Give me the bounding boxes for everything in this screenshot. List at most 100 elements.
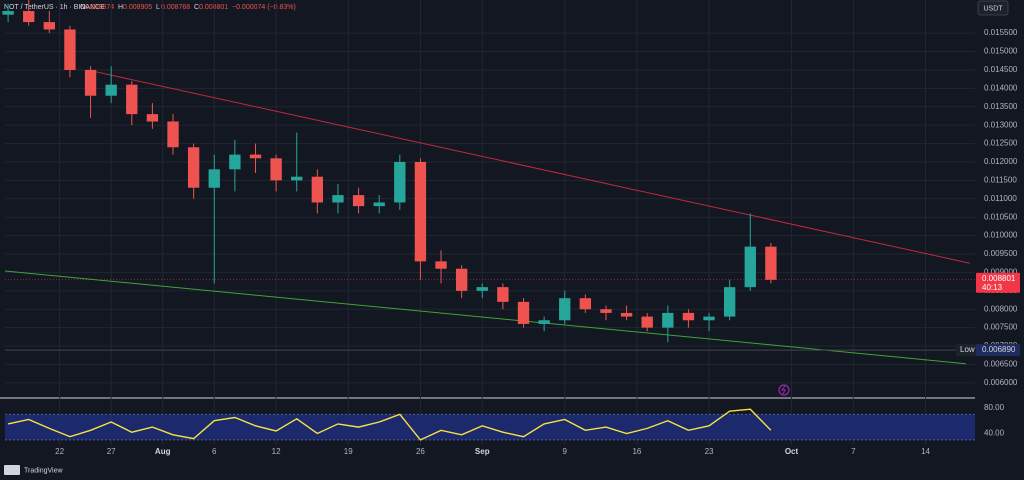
x-tick-label: 27 bbox=[107, 447, 116, 456]
candle-body bbox=[703, 316, 715, 321]
ohlc-value: 0.008801 bbox=[199, 4, 228, 11]
x-tick-label: 9 bbox=[563, 447, 568, 456]
trendline bbox=[87, 69, 970, 264]
x-tick-label: 22 bbox=[55, 447, 64, 456]
x-tick-label: 14 bbox=[921, 447, 930, 456]
y-tick-label: 0.015500 bbox=[984, 28, 1018, 37]
candle-body bbox=[43, 22, 55, 30]
candle-body bbox=[291, 176, 303, 181]
y-tick-label: 0.006500 bbox=[984, 360, 1018, 369]
ohlc-key: H bbox=[118, 4, 123, 11]
low-name: Low bbox=[960, 345, 975, 354]
x-tick-label: 16 bbox=[632, 447, 641, 456]
candle-body bbox=[723, 287, 736, 317]
candle-body bbox=[311, 176, 324, 203]
candle-body bbox=[435, 261, 447, 269]
header: NOT / TetherUS · 1h · BINANCE O 0.008874 H… bbox=[4, 4, 296, 11]
candle-body bbox=[105, 84, 117, 96]
indicator-line bbox=[7, 408, 772, 441]
candle-body bbox=[394, 161, 406, 203]
candle-body bbox=[208, 169, 220, 188]
candle-body bbox=[455, 268, 468, 291]
currency-box[interactable] bbox=[977, 0, 1009, 16]
ohlc-key: O bbox=[80, 4, 86, 11]
y-tick-label: 0.007500 bbox=[984, 323, 1018, 332]
candle-body bbox=[641, 316, 653, 328]
candle-body bbox=[64, 29, 76, 70]
candle-body bbox=[765, 246, 777, 280]
price-label: 0.008801 bbox=[982, 274, 1016, 283]
ohlc-key: C bbox=[194, 4, 199, 11]
candle-body bbox=[559, 298, 571, 321]
candle-body bbox=[579, 298, 592, 310]
ohlc-key: L bbox=[156, 4, 160, 11]
logo bbox=[4, 465, 20, 475]
candle-body bbox=[538, 320, 550, 324]
y-tick-label: 0.006000 bbox=[984, 378, 1018, 387]
alert-bolt bbox=[781, 385, 786, 395]
y-tick-label: 0.015000 bbox=[984, 47, 1018, 56]
candle-body bbox=[662, 312, 674, 328]
branding: TradingView bbox=[24, 467, 63, 474]
indicator-band bbox=[5, 414, 975, 440]
candle-body bbox=[373, 202, 385, 207]
y-tick-label: 0.012000 bbox=[984, 157, 1018, 166]
indicator-tick-label: 80.00 bbox=[984, 403, 1005, 412]
x-tick-label: 19 bbox=[344, 447, 353, 456]
y-tick-label: 0.010000 bbox=[984, 231, 1018, 240]
x-tick-label: Aug bbox=[155, 447, 171, 456]
change: −0.000074 (−0.83%) bbox=[232, 4, 296, 11]
price-badge bbox=[976, 272, 1020, 293]
ohlc-value: 0.008874 bbox=[85, 4, 114, 11]
candle-body bbox=[476, 287, 488, 291]
low-badge bbox=[976, 344, 1020, 357]
x-tick-label: 6 bbox=[212, 447, 217, 456]
y-tick-label: 0.009000 bbox=[984, 268, 1018, 277]
ohlc-value: 0.008905 bbox=[123, 4, 152, 11]
trendline bbox=[4, 270, 966, 365]
symbol: NOT / TetherUS · 1h · BINANCE bbox=[4, 4, 105, 11]
y-tick-label: 0.011000 bbox=[984, 194, 1017, 203]
candle-body bbox=[146, 114, 159, 122]
candle-body bbox=[352, 195, 365, 207]
low-label: 0.006890 bbox=[982, 345, 1016, 354]
alert-icon[interactable] bbox=[778, 384, 790, 396]
candle-body bbox=[600, 309, 612, 313]
low-badge-name bbox=[956, 344, 976, 357]
y-tick-label: 0.014500 bbox=[984, 65, 1018, 74]
y-tick-label: 0.010500 bbox=[984, 212, 1018, 221]
candle-body bbox=[517, 301, 530, 324]
ohlc-value: 0.008768 bbox=[161, 4, 190, 11]
y-tick-label: 0.009500 bbox=[984, 249, 1018, 258]
candle-body bbox=[497, 287, 509, 302]
candle-body bbox=[744, 246, 756, 288]
x-tick-label: 12 bbox=[272, 447, 281, 456]
x-tick-label: 26 bbox=[416, 447, 425, 456]
x-tick-label: Oct bbox=[785, 447, 799, 456]
candle-body bbox=[84, 69, 97, 96]
candle-body bbox=[332, 195, 344, 203]
indicator-tick-label: 40.00 bbox=[984, 429, 1005, 438]
x-tick-label: 23 bbox=[705, 447, 714, 456]
y-tick-label: 0.008000 bbox=[984, 304, 1018, 313]
y-tick-label: 0.014000 bbox=[984, 83, 1018, 92]
y-tick-label: 0.013000 bbox=[984, 120, 1018, 129]
candle-body bbox=[270, 158, 282, 181]
countdown: 40:13 bbox=[982, 283, 1003, 292]
currency[interactable]: USDT bbox=[983, 5, 1003, 12]
x-tick-label: 7 bbox=[851, 447, 856, 456]
x-tick-label: Sep bbox=[475, 447, 490, 456]
candle-body bbox=[126, 84, 138, 115]
candle-body bbox=[2, 11, 14, 15]
candle-body bbox=[682, 312, 695, 321]
candle-body bbox=[23, 11, 35, 23]
candle-body bbox=[229, 154, 241, 170]
y-tick-label: 0.012500 bbox=[984, 139, 1018, 148]
candle-body bbox=[620, 312, 633, 317]
candle-body bbox=[167, 121, 179, 148]
y-tick-label: 0.013500 bbox=[984, 102, 1018, 111]
candle-body bbox=[414, 161, 427, 262]
candle-body bbox=[187, 147, 200, 188]
